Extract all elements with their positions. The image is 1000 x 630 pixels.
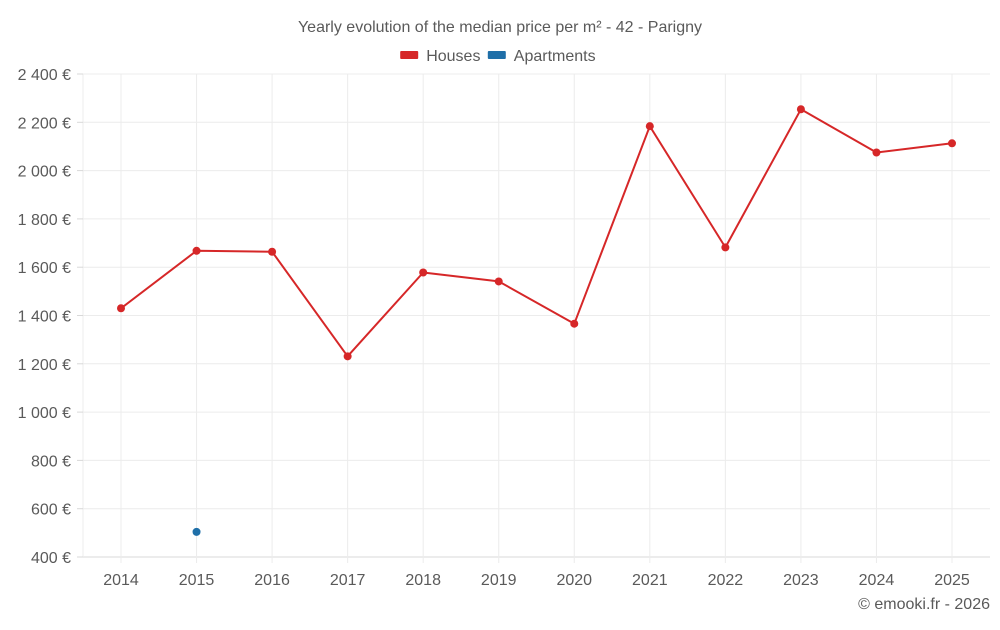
data-point[interactable] bbox=[721, 243, 730, 252]
data-point[interactable] bbox=[796, 105, 805, 114]
y-axis: 400 € 600 € 800 € 1 000 € 1 200 € 1 400 € 1 60… bbox=[18, 67, 83, 567]
legend-swatch-icon bbox=[487, 51, 506, 59]
series-houses bbox=[117, 105, 956, 361]
data-point[interactable] bbox=[192, 527, 201, 536]
y-tick-label: 2 400 € bbox=[18, 67, 71, 84]
legend-label: Houses bbox=[426, 48, 480, 65]
data-point[interactable] bbox=[948, 139, 956, 148]
x-tick-label: 2014 bbox=[103, 572, 139, 589]
data-point[interactable] bbox=[117, 304, 125, 313]
data-point[interactable] bbox=[343, 352, 352, 361]
x-tick-label: 2017 bbox=[330, 572, 366, 589]
data-point[interactable] bbox=[494, 277, 503, 286]
y-tick-label: 1 400 € bbox=[18, 309, 71, 326]
x-tick-label: 2019 bbox=[481, 572, 517, 589]
x-tick-label: 2016 bbox=[254, 572, 290, 589]
series-line bbox=[120, 108, 953, 358]
x-tick-label: 2021 bbox=[632, 572, 668, 589]
legend: Houses Apartments bbox=[400, 48, 596, 65]
y-tick-label: 800 € bbox=[31, 453, 71, 470]
y-tick-label: 1 000 € bbox=[18, 405, 71, 422]
data-point[interactable] bbox=[872, 148, 881, 157]
y-tick-label: 2 000 € bbox=[18, 164, 71, 181]
y-tick-label: 1 800 € bbox=[18, 212, 71, 229]
data-point[interactable] bbox=[192, 246, 201, 255]
series-apartments bbox=[192, 527, 201, 536]
legend-swatch-icon bbox=[400, 51, 419, 59]
x-tick-label: 2020 bbox=[556, 572, 592, 589]
x-tick-label: 2025 bbox=[934, 572, 970, 589]
chart-title: Yearly evolution of the median price per… bbox=[298, 19, 702, 36]
y-tick-label: 400 € bbox=[31, 550, 71, 567]
x-tick-label: 2015 bbox=[179, 572, 215, 589]
copyright-credit: © emooki.fr - 2026 bbox=[858, 596, 990, 613]
legend-item-houses[interactable]: Houses bbox=[400, 48, 480, 65]
series-layer bbox=[117, 105, 956, 536]
y-tick-label: 600 € bbox=[31, 502, 71, 519]
y-tick-label: 1 200 € bbox=[18, 357, 71, 374]
data-point[interactable] bbox=[419, 268, 428, 277]
data-point[interactable] bbox=[268, 247, 277, 256]
x-tick-label: 2023 bbox=[783, 572, 819, 589]
y-tick-label: 2 200 € bbox=[18, 115, 71, 132]
legend-label: Apartments bbox=[514, 48, 596, 65]
x-axis: 2014 2015 2016 2017 2018 2019 2020 2021 2022 2023… bbox=[103, 572, 970, 589]
data-point[interactable] bbox=[570, 319, 579, 328]
x-tick-label: 2018 bbox=[405, 572, 441, 589]
data-point[interactable] bbox=[645, 122, 654, 131]
x-tick-label: 2024 bbox=[859, 572, 895, 589]
grid-lines bbox=[82, 73, 990, 563]
x-tick-label: 2022 bbox=[708, 572, 744, 589]
y-tick-label: 1 600 € bbox=[18, 260, 71, 277]
legend-item-apartments[interactable]: Apartments bbox=[487, 48, 596, 65]
